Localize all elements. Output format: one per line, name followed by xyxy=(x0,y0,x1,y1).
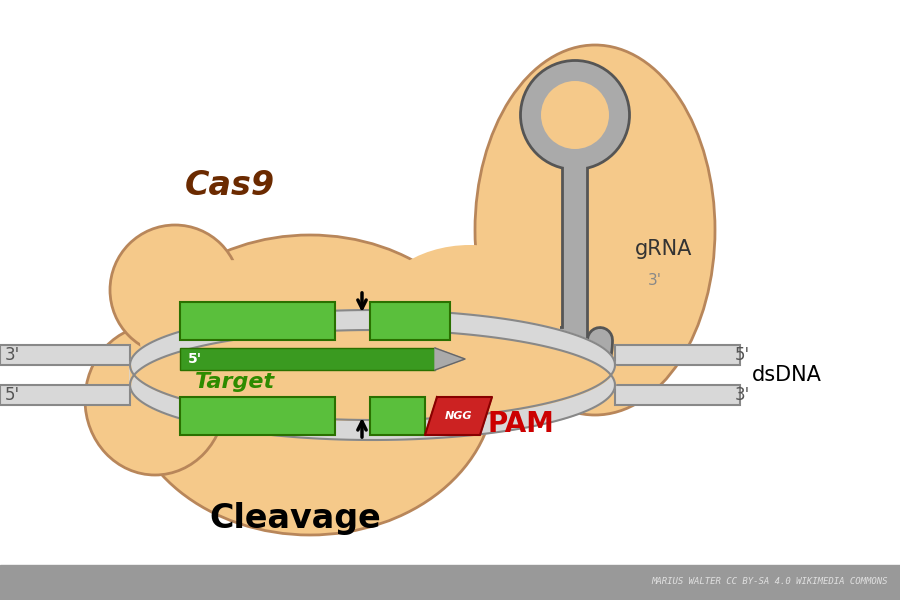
Polygon shape xyxy=(435,348,465,370)
Bar xyxy=(0,385,130,405)
Text: MARIUS WALTER CC BY-SA 4.0 WIKIMEDIA COMMONS: MARIUS WALTER CC BY-SA 4.0 WIKIMEDIA COM… xyxy=(652,577,888,587)
Bar xyxy=(370,397,425,435)
Ellipse shape xyxy=(140,275,250,405)
Text: dsDNA: dsDNA xyxy=(752,365,822,385)
Text: 5': 5' xyxy=(188,352,202,366)
Bar xyxy=(180,302,335,340)
Bar xyxy=(615,385,740,405)
Text: 3': 3' xyxy=(648,273,662,288)
Text: Target: Target xyxy=(195,372,275,392)
Ellipse shape xyxy=(475,45,715,415)
Bar xyxy=(615,345,740,365)
Ellipse shape xyxy=(85,325,225,475)
Text: 3': 3' xyxy=(735,386,751,404)
Polygon shape xyxy=(425,397,492,435)
Ellipse shape xyxy=(370,245,570,395)
Text: Cas9: Cas9 xyxy=(185,169,275,202)
Text: NGG: NGG xyxy=(445,411,473,421)
Polygon shape xyxy=(130,365,615,440)
Text: 5': 5' xyxy=(5,386,20,404)
Bar xyxy=(180,397,335,435)
Bar xyxy=(370,302,450,340)
Ellipse shape xyxy=(110,225,240,355)
Circle shape xyxy=(541,81,609,149)
Bar xyxy=(0,565,900,600)
Text: gRNA: gRNA xyxy=(635,239,692,259)
Bar xyxy=(180,348,435,370)
Ellipse shape xyxy=(280,350,480,430)
Text: 5': 5' xyxy=(735,346,750,364)
Text: Cleavage: Cleavage xyxy=(209,502,381,535)
Text: PAM: PAM xyxy=(488,410,555,438)
Polygon shape xyxy=(130,310,615,385)
Bar xyxy=(0,345,130,365)
Ellipse shape xyxy=(140,260,340,360)
Ellipse shape xyxy=(125,235,495,535)
Text: 3': 3' xyxy=(5,346,20,364)
